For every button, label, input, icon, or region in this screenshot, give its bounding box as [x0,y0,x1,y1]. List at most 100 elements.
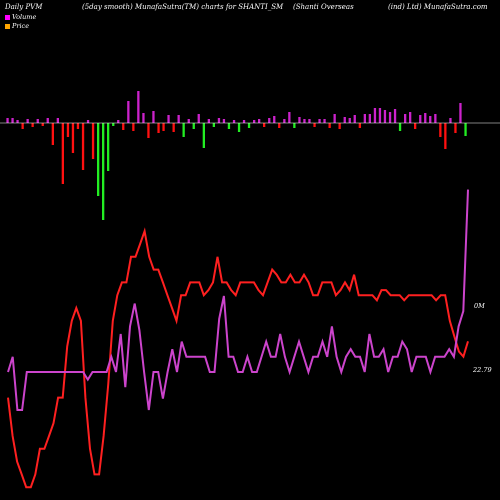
volume-bar [338,123,341,129]
volume-bar [172,123,175,132]
volume-bar [464,123,467,136]
legend-volume-swatch [5,14,10,20]
volume-bar [232,120,236,123]
volume-bar [353,115,356,123]
volume-bar [56,118,59,123]
volume-bar [132,123,135,131]
volume-bar [454,123,457,133]
volume-bar [51,123,54,145]
volume-bar [107,123,110,171]
volume-bar [258,119,261,123]
volume-bar [348,118,351,123]
volume-bar [242,120,246,123]
volume-bar [147,123,150,138]
volume-bar [313,123,316,127]
volume-bar [323,119,326,123]
volume-bar [192,123,195,129]
volume-bar [167,115,170,123]
volume-bar [16,120,19,123]
volume-bar [414,123,417,129]
volume-bar [31,123,34,127]
volume-bar [197,114,200,123]
legend-price-label: Price [12,22,30,30]
volume-bar [263,123,266,127]
volume-bar [449,118,452,123]
volume-bar [86,120,90,123]
volume-bar [202,123,205,148]
volume-bar [112,123,115,126]
volume-bar [318,119,321,123]
volume-bar [127,101,130,123]
volume-bar [122,123,125,130]
volume-bar [46,118,49,123]
volume-bar [117,120,120,123]
volume-bar [439,123,442,137]
volume-bar [424,113,427,123]
legend-volume: Volume [5,13,36,22]
volume-bar [91,123,95,159]
legend-price-swatch [5,23,10,29]
volume-bar [298,117,301,123]
volume-bar [429,116,432,123]
volume-bar [21,123,24,129]
header-center-right: (Shanti Overseas [293,3,354,11]
volume-bar [227,123,231,129]
volume-bar [212,123,215,127]
volume-bar [293,123,296,128]
volume-bar [102,123,105,220]
volume-bar [393,109,397,123]
volume-bar [217,118,221,123]
volume-bar [152,111,155,123]
volume-bar [222,119,226,123]
volume-bar [368,114,371,123]
volume-bar [409,112,412,123]
volume-bar [36,119,39,123]
volume-bar [6,118,9,123]
volume-bar [142,113,145,123]
header-center-left: (5day smooth) MunafaSutra(TM) charts for… [82,3,284,11]
volume-bar [237,123,241,132]
volume-bar [363,114,366,123]
volume-bar [398,123,402,131]
volume-bar [333,114,336,123]
volume-bar [444,123,447,149]
volume-bar [253,120,256,123]
volume-bar [378,108,382,123]
price-end-label: 22.79 [472,366,492,374]
volume-bar [373,108,377,123]
volume-bar [273,116,276,123]
volume-bar [404,114,407,123]
volume-bars [6,91,467,220]
volume-bar [383,110,387,123]
volume-bar [434,114,437,123]
volume-bar [97,123,100,196]
legend: Volume Price [5,13,36,31]
volume-bar [81,123,85,170]
volume-bar [388,112,392,123]
volume-bar [26,119,29,123]
volume-bar [66,123,70,137]
legend-volume-label: Volume [12,13,37,21]
volume-bar [288,112,291,123]
volume-bar [459,103,462,123]
volume-bar [71,123,75,153]
volume-bar [177,115,180,123]
volume-bar [11,118,14,123]
volume-line [7,189,469,411]
volume-bar [308,119,311,123]
volume-bar [358,123,361,128]
volume-bar [182,123,185,137]
volume-bar [247,123,251,128]
volume-bar [61,123,64,184]
volume-bar [268,118,271,123]
volume-end-label: 0M [474,302,485,310]
volume-bar [187,119,190,123]
volume-bar [41,123,44,126]
volume-bar [162,123,165,131]
volume-bar [157,123,160,133]
header-right: (ind) Ltd) MunafaSutra.com [388,3,488,11]
volume-bar [343,117,346,123]
volume-bar [328,123,331,128]
